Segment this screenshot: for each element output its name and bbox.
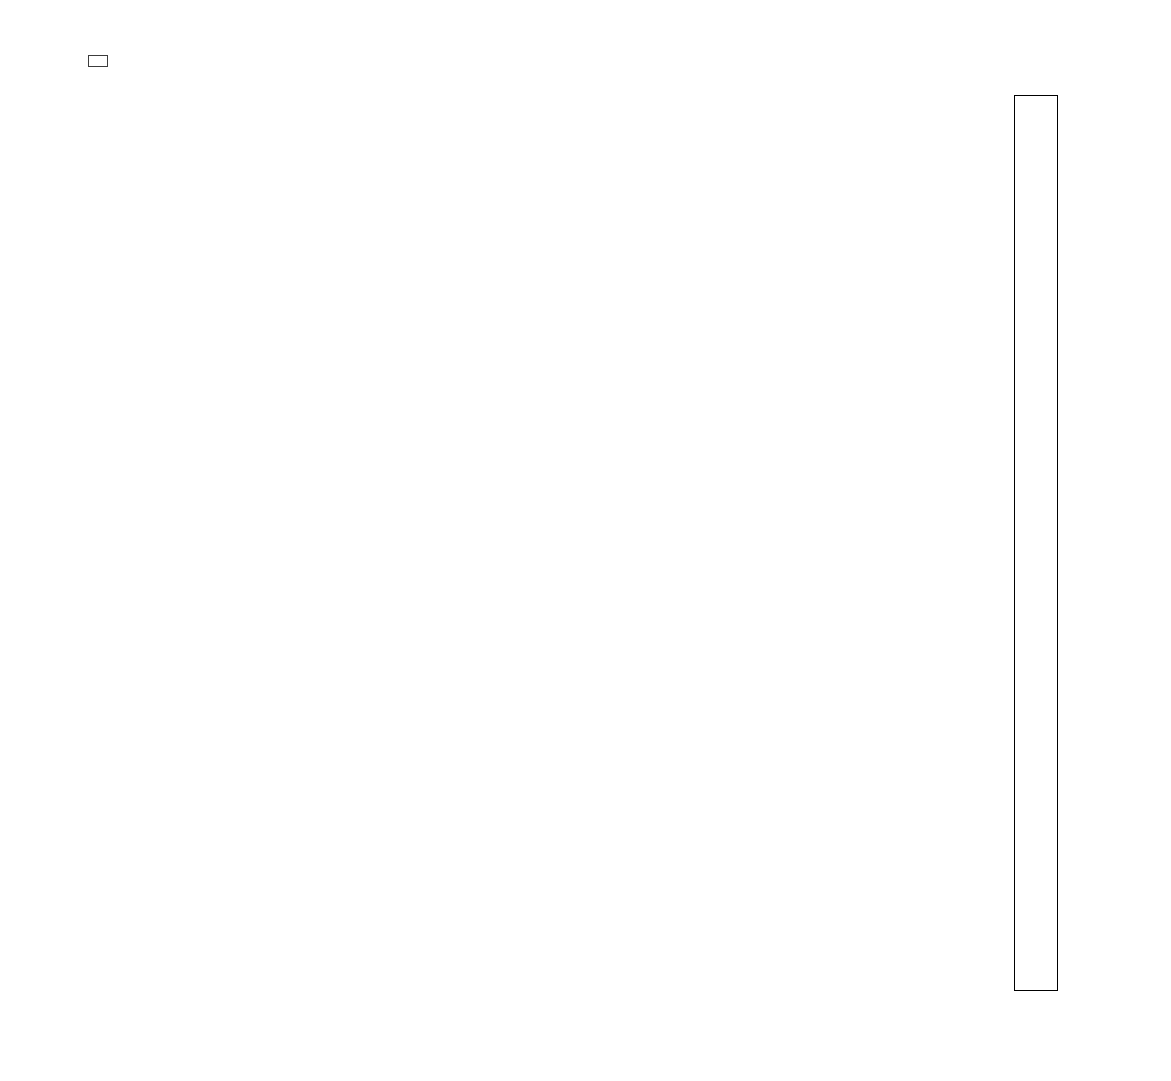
- colorbar: [1014, 95, 1058, 991]
- colorbar-gradient: [1015, 96, 1057, 990]
- product-info-box: [88, 55, 108, 67]
